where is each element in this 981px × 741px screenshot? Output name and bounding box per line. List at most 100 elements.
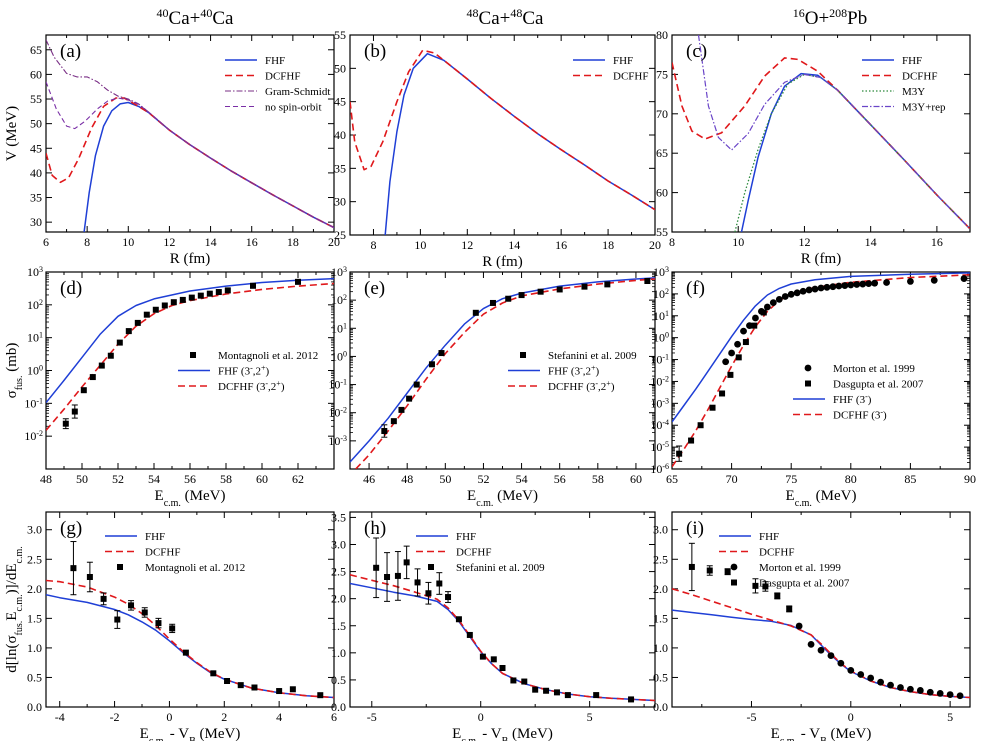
x-tick-label: 8 <box>84 235 90 249</box>
panel-4: 46 48 50 52 54 56 58 6010-310-210-1100101102103… <box>328 265 656 509</box>
legend-label: DCFHF <box>456 547 491 559</box>
series-line-FHF <box>46 593 334 699</box>
data-point-circle <box>956 692 964 700</box>
legend-label: DCFHF <box>613 71 648 83</box>
legend: FHF DCFHF Gram-Schmidt no spin-orbit <box>225 55 330 114</box>
legend-label: FHF (3-,2+) <box>548 363 600 378</box>
data-point-square <box>210 670 217 677</box>
y-tick-exponent: -6 <box>662 462 669 471</box>
plot-frame <box>671 511 971 708</box>
series-group <box>350 537 655 703</box>
y-axis-label: σfus. (mb) <box>4 343 25 399</box>
y-tick-label: 101 <box>27 330 43 345</box>
y-tick-label: 55 <box>334 28 346 42</box>
label-text: (MeV) <box>196 726 241 741</box>
x-tick-label: 70 <box>726 472 738 486</box>
data-point-square <box>125 328 132 335</box>
y-tick-base: 10 <box>650 353 662 367</box>
label-text: 3 <box>590 381 596 393</box>
data-point-square <box>425 590 432 597</box>
data-point-square <box>169 625 176 632</box>
data-point-circle <box>887 681 894 689</box>
y-tick-exponent: 1 <box>39 330 43 339</box>
label-text: 3 <box>860 394 866 406</box>
data-point-circle <box>795 622 803 630</box>
series-group <box>672 272 970 468</box>
x-axis-label: Ec.m. - VB (MeV) <box>452 726 553 741</box>
plot-frame <box>671 271 971 470</box>
data-point-square <box>532 686 539 693</box>
label-text: Dasgupta et al. 2007 <box>833 379 924 391</box>
y-tick-label: 10-1 <box>650 352 669 367</box>
data-point-circle <box>916 687 924 694</box>
y-tick-base: 10 <box>650 440 662 454</box>
y-tick-label: 101 <box>653 308 669 323</box>
data-point-square <box>751 322 758 329</box>
data-point-square <box>719 390 726 397</box>
x-tick-label: 20 <box>649 238 661 252</box>
data-point-square <box>706 567 713 574</box>
data-point-square <box>390 418 397 425</box>
legend-label: FHF <box>613 55 633 67</box>
panel-1: 8 10 12 14 16 18 20 25 30 35 40 45 50 55 (b) R (fm) FHF D… <box>334 28 661 270</box>
y-tick-base: 10 <box>650 396 662 410</box>
label-superscript: - <box>580 363 583 372</box>
legend-label: FHF <box>759 531 779 543</box>
data-point-square <box>709 404 716 411</box>
data-point-square <box>762 583 769 590</box>
label-text: ) <box>611 381 615 393</box>
series-line-DCFHF <box>672 588 970 699</box>
label-text: FHF ( <box>548 366 575 378</box>
y-tick-base: 10 <box>331 349 343 363</box>
label-text: σ <box>4 390 20 398</box>
data-point-square <box>398 406 405 413</box>
y-tick-label: 45 <box>30 141 42 155</box>
data-point-circle <box>857 671 865 678</box>
data-point-circle <box>847 281 855 289</box>
y-tick-base: 10 <box>24 396 36 410</box>
y-axis-label: d[ln(σfus.Ec.m.)]/dEc.m. <box>4 546 25 672</box>
panel-0: 6 8 10 12 14 16 18 20 30 35 40 45 50 55 60 65 (a) R (fm) V… <box>4 34 340 267</box>
label-subscript: c.m. <box>14 546 25 563</box>
panel-3: 48 50 52 54 56 58 60 6210-210-1100101102103(d)E… <box>4 265 335 509</box>
label-text: , <box>253 366 256 378</box>
y-tick-label: 0.0 <box>331 700 346 714</box>
x-axis-label: Ec.m. (MeV) <box>467 488 538 509</box>
y-tick-label: 1.5 <box>331 619 346 633</box>
label-text: , <box>583 366 586 378</box>
panel-label: (a) <box>60 41 81 62</box>
y-tick-base: 10 <box>328 378 340 392</box>
legend-marker-square <box>117 564 123 570</box>
data-point-square <box>489 299 496 306</box>
data-point-circle <box>722 358 730 366</box>
panel-6: -4 -2 0 2 4 6 0.0 0.5 1.0 1.5 2.0 2.5 3.0 (g) Ec.m. - … <box>4 511 337 741</box>
x-tick-label: -2 <box>110 710 120 724</box>
x-tick-label: 0 <box>848 710 854 724</box>
data-point-circle <box>837 659 845 667</box>
data-point-square <box>250 282 256 289</box>
data-point-square <box>62 420 69 427</box>
label-text: FHF <box>613 55 633 67</box>
panel-label: (c) <box>686 41 707 62</box>
label-text: ) <box>596 366 600 378</box>
label-text: 3 <box>245 366 251 378</box>
y-tick-base: 10 <box>328 406 340 420</box>
label-text: - <box>479 726 491 741</box>
data-point-square <box>593 692 600 699</box>
column-titles: 40Ca+40Ca 48Ca+48Ca 16O+208Pb <box>157 6 868 29</box>
column-title-1: 40Ca+40Ca <box>157 6 235 29</box>
plot-frame <box>45 34 335 233</box>
data-point-square <box>89 374 96 381</box>
legend: FHF DCFHF Stefanini et al. 2009 <box>416 531 545 574</box>
label-text: DCFHF <box>902 71 937 83</box>
x-tick-label: 65 <box>666 472 678 486</box>
x-tick-label: 10 <box>732 235 744 249</box>
y-tick-label: 100 <box>653 330 669 345</box>
panel-label: (e) <box>364 278 385 299</box>
data-point-circle <box>746 322 753 330</box>
series-group <box>350 49 655 235</box>
data-point-square <box>413 381 420 388</box>
label-text: 2 <box>271 381 277 393</box>
label-subscript: c.m. <box>795 498 812 509</box>
